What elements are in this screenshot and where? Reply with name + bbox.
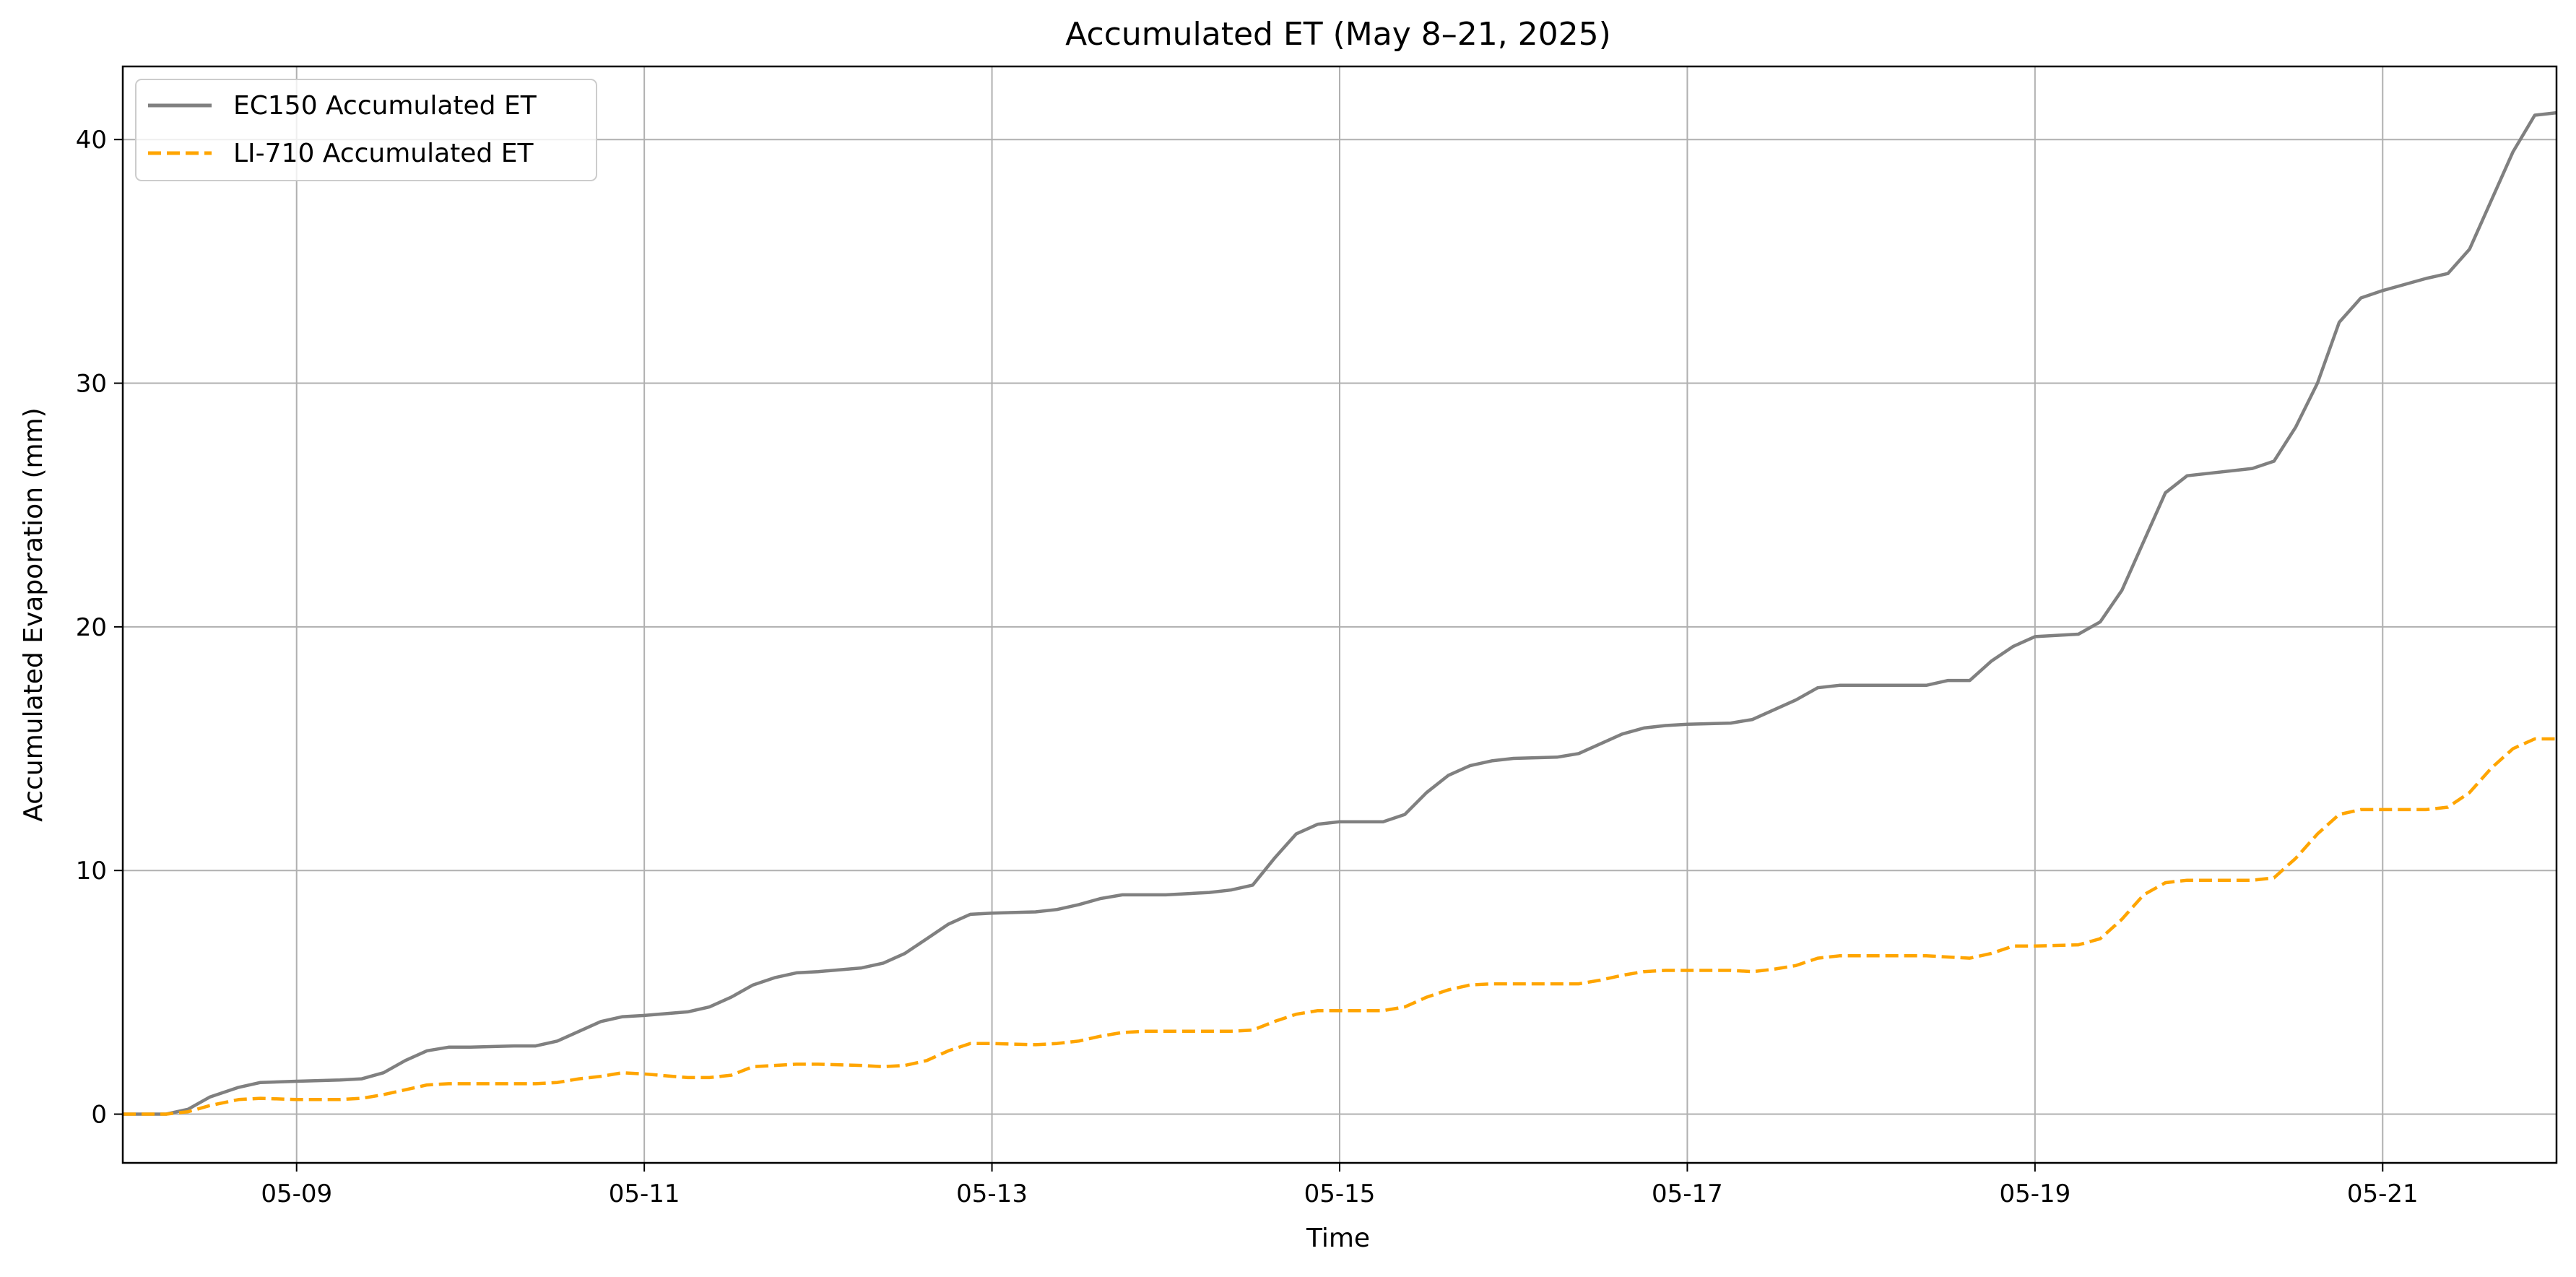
y-tick-label: 0 [91,1101,107,1130]
chart-title: Accumulated ET (May 8–21, 2025) [1065,16,1611,53]
x-tick-label: 05-09 [261,1179,332,1208]
x-tick-label: 05-13 [956,1179,1028,1208]
y-tick-label: 20 [76,613,107,642]
y-tick-label: 10 [76,857,107,886]
x-axis-label: Time [1306,1224,1370,1253]
ticks: 05-09 05-11 05-13 05-15 05-17 05-19 05-21 0 10 20… [76,126,2419,1208]
x-tick-label: 05-21 [2347,1179,2419,1208]
y-tick-label: 40 [76,126,107,155]
legend-label-ec150: EC150 Accumulated ET [233,91,537,121]
x-tick-label: 05-15 [1304,1179,1376,1208]
legend: EC150 Accumulated ET LI-710 Accumulated … [135,79,597,181]
series-line-ec150 [123,111,2557,1116]
x-tick-label: 05-11 [609,1179,680,1208]
series-group [123,111,2557,1116]
y-axis-label: Accumulated Evaporation (mm) [19,407,48,821]
legend-frame [135,79,597,181]
y-tick-label: 30 [76,370,107,399]
x-tick-label: 05-17 [1652,1179,1723,1208]
series-line-li710 [123,737,2557,1116]
legend-label-li710: LI-710 Accumulated ET [233,139,534,168]
x-tick-label: 05-19 [1999,1179,2070,1208]
